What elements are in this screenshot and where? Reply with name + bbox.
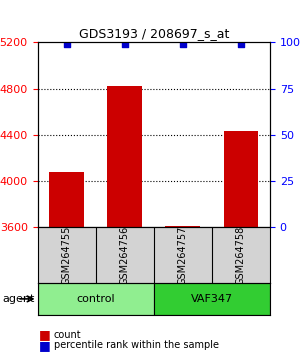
FancyBboxPatch shape [154, 283, 270, 315]
Bar [107, 86, 142, 227]
Text: ■: ■ [39, 328, 51, 341]
Text: GSM264755: GSM264755 [61, 225, 72, 285]
Text: agent: agent [2, 294, 34, 304]
Bar [165, 225, 200, 227]
Point [238, 41, 243, 47]
Title: GDS3193 / 208697_s_at: GDS3193 / 208697_s_at [79, 27, 229, 40]
FancyBboxPatch shape [38, 283, 154, 315]
Text: GSM264757: GSM264757 [178, 225, 188, 285]
Text: VAF347: VAF347 [191, 294, 233, 304]
Text: percentile rank within the sample: percentile rank within the sample [54, 340, 219, 350]
Point [180, 41, 185, 47]
Point [122, 41, 127, 47]
Text: control: control [76, 294, 115, 304]
Bar [224, 131, 258, 227]
Text: count: count [54, 330, 82, 339]
Text: GSM264758: GSM264758 [236, 225, 246, 285]
Point [64, 41, 69, 47]
Text: ■: ■ [39, 339, 51, 352]
Text: GSM264756: GSM264756 [120, 225, 130, 285]
Bar [49, 172, 84, 227]
